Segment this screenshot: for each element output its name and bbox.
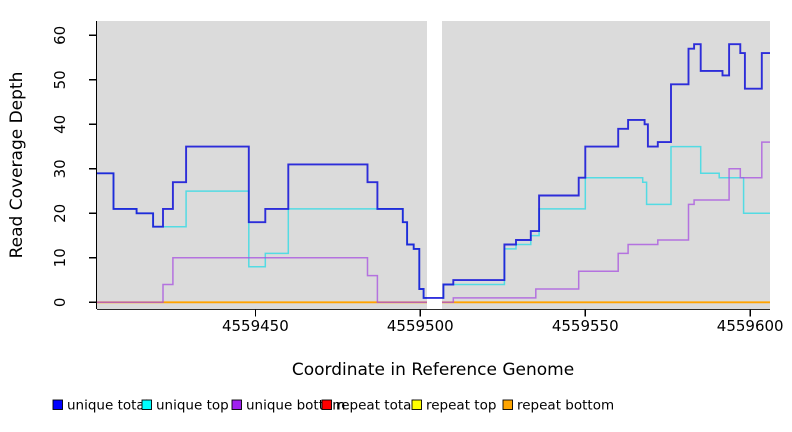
legend-label: repeat top (426, 398, 496, 414)
x-tick-label: 4559500 (387, 317, 454, 335)
legend-item-unique-bottom: unique bottom (231, 398, 345, 414)
legend: unique total unique top unique bottomrepea… (52, 398, 614, 414)
legend-item-unique-total: unique total (52, 398, 148, 414)
y-tick-label: 20 (51, 204, 69, 223)
series-line-unique-bottom (97, 141, 770, 304)
y-tick-label: 40 (51, 115, 69, 134)
y-axis-title: Read Coverage Depth (7, 72, 27, 259)
x-tick-label: 4559450 (222, 317, 289, 335)
legend-label: unique bottom (246, 398, 345, 414)
x-axis-title: Coordinate in Reference Genome (292, 360, 574, 380)
legend-swatch-repeat-total (321, 399, 332, 410)
y-tick-label: 30 (51, 159, 69, 178)
x-tick-label: 4559550 (552, 317, 619, 335)
legend-swatch-unique-total (52, 399, 63, 410)
x-tick-label: 4559600 (717, 317, 784, 335)
legend-swatch-repeat-bottom (502, 399, 513, 410)
series-lines-over (97, 43, 770, 299)
legend-item-unique-top: unique top (141, 398, 229, 414)
masked-region (426, 21, 443, 309)
y-tick-label: 0 (51, 298, 69, 308)
legend-label: repeat total (336, 398, 415, 414)
y-tick-label: 10 (51, 248, 69, 267)
masked-region-layer (426, 21, 443, 309)
legend-swatch-unique-top (141, 399, 152, 410)
y-tick-label: 60 (51, 26, 69, 45)
axes: 0 10 20 30 40 50 60 4559450 4559500 4559550 455960… (51, 21, 784, 335)
y-tick-label: 50 (51, 70, 69, 89)
legend-swatch-unique-bottom (231, 399, 242, 410)
legend-item-repeat-top: repeat top (411, 398, 496, 414)
legend-label: unique total (67, 398, 148, 414)
legend-item-repeat-total: repeat total (321, 398, 415, 414)
legend-label: repeat bottom (517, 398, 614, 414)
legend-swatch-repeat-top (411, 399, 422, 410)
legend-label: unique top (156, 398, 229, 414)
legend-item-repeat-bottom: repeat bottom (502, 398, 614, 414)
series-line-unique-total (97, 43, 770, 299)
